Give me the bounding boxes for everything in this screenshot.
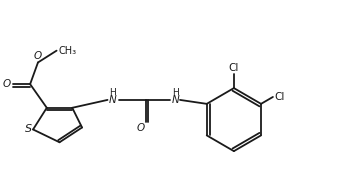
Text: CH₃: CH₃: [58, 46, 77, 56]
Text: O: O: [2, 79, 11, 89]
Text: O: O: [34, 52, 42, 61]
Text: O: O: [137, 123, 145, 133]
Text: Cl: Cl: [229, 63, 239, 73]
Text: N: N: [171, 95, 179, 105]
Text: Cl: Cl: [275, 92, 285, 102]
Text: H: H: [172, 88, 179, 97]
Text: S: S: [25, 124, 32, 134]
Text: N: N: [109, 95, 116, 105]
Text: H: H: [109, 88, 116, 97]
